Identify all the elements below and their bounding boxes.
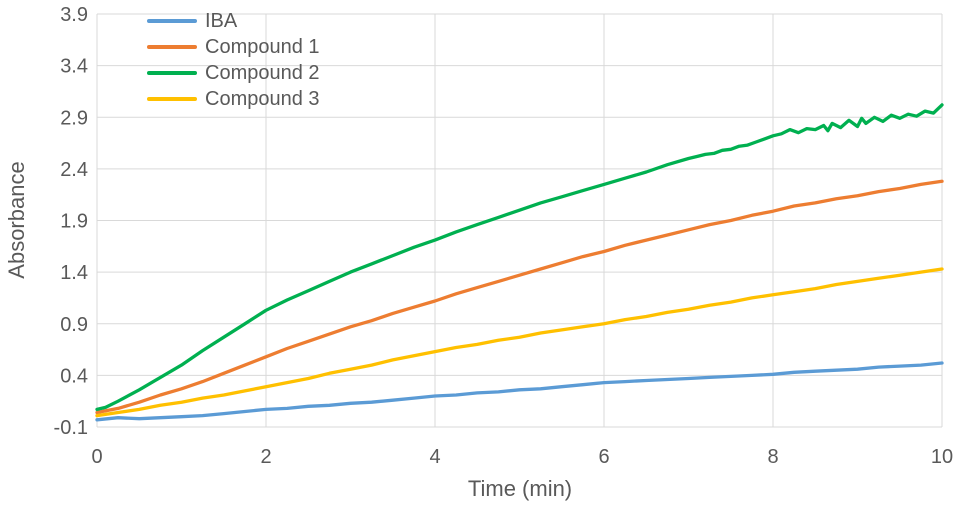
legend-label: IBA: [205, 10, 238, 32]
x-tick-label: 8: [767, 446, 778, 468]
x-tick-label: 10: [931, 446, 953, 468]
legend-line-swatch-icon: [147, 96, 197, 102]
x-axis-title: Time (min): [467, 476, 573, 501]
x-tick-label: 0: [91, 446, 102, 468]
series-line-compound-1: [95, 179, 944, 415]
legend: IBA Compound 1 Compound 2 Compound 3: [147, 10, 320, 110]
legend-line-swatch-icon: [147, 18, 197, 24]
y-tick-label: -0.1: [54, 417, 88, 439]
legend-line-swatch-icon: [147, 44, 197, 50]
series-line-iba: [95, 361, 944, 422]
series-line-compound-2: [95, 103, 944, 412]
legend-item-iba: IBA: [147, 10, 320, 32]
y-tick-label: 3.4: [60, 56, 88, 78]
x-tick-label: 2: [260, 446, 271, 468]
legend-label: Compound 2: [205, 62, 320, 84]
x-tick-label: 4: [429, 446, 440, 468]
x-tick-label: 6: [598, 446, 609, 468]
legend-label: Compound 1: [205, 36, 320, 58]
y-tick-label: 1.9: [60, 211, 88, 233]
legend-item-compound-3: Compound 3: [147, 88, 320, 110]
series-line-compound-3: [95, 267, 944, 418]
legend-label: Compound 3: [205, 88, 320, 110]
y-tick-label: 2.4: [60, 159, 88, 181]
legend-item-compound-1: Compound 1: [147, 36, 320, 58]
legend-item-compound-2: Compound 2: [147, 62, 320, 84]
y-tick-label: 0.4: [60, 365, 88, 387]
legend-line-swatch-icon: [147, 70, 197, 76]
y-tick-label: 3.9: [60, 4, 88, 26]
y-tick-label: 0.9: [60, 314, 88, 336]
y-axis-title: Absorbance: [4, 161, 29, 279]
y-tick-label: 2.9: [60, 107, 88, 129]
y-tick-label: 1.4: [60, 262, 88, 284]
